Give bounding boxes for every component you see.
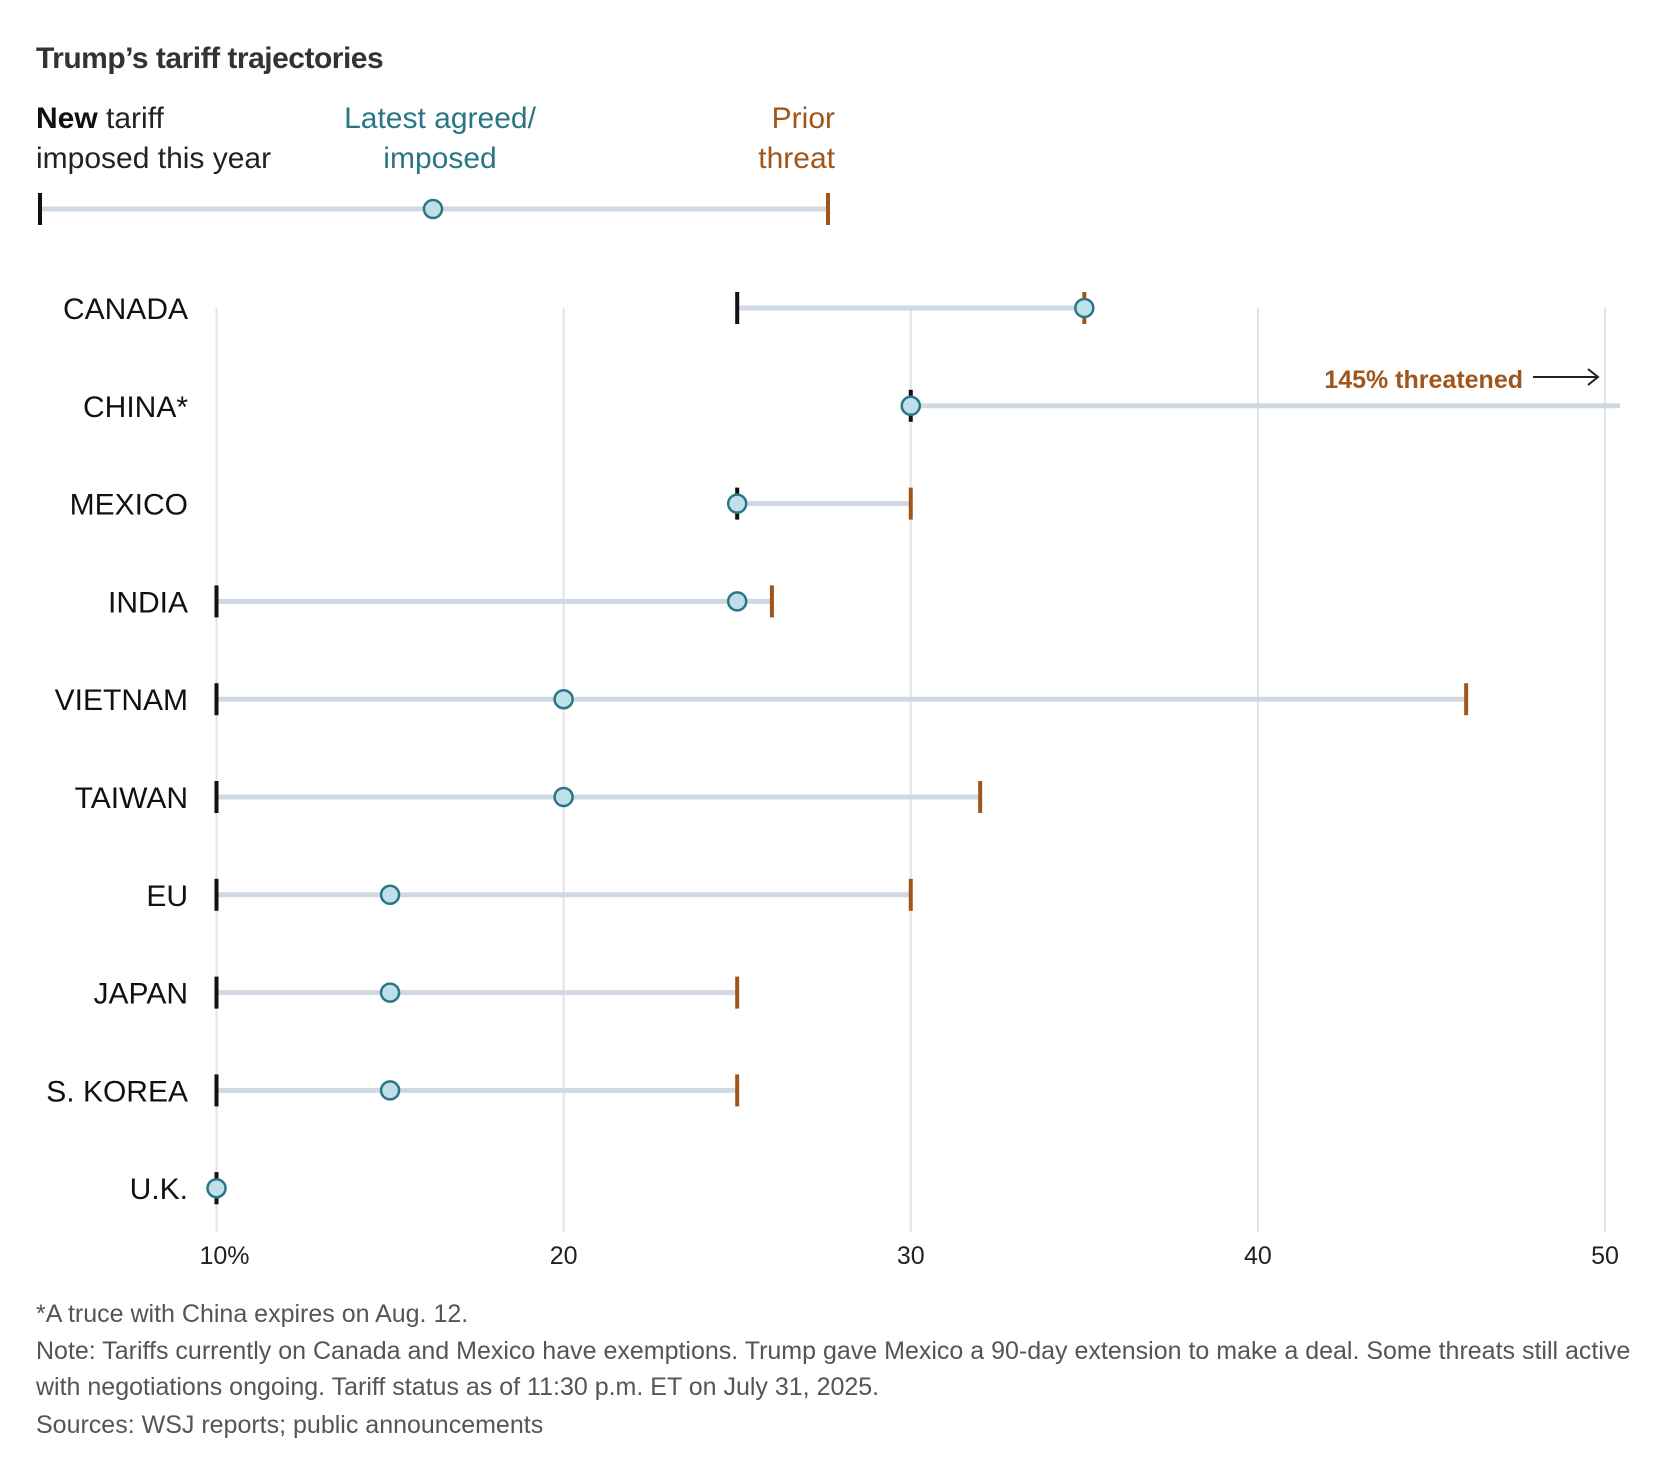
legend-latest-line2: imposed: [383, 142, 497, 175]
legend-new: New tariff imposed this year: [36, 99, 271, 179]
country-label: U.K.: [130, 1173, 188, 1206]
row-china: CHINA*: [83, 389, 1620, 424]
legend-new-rest: tariff: [97, 102, 164, 135]
legend-latest-line1: Latest agreed/: [344, 102, 536, 135]
x-tick-label: 40: [1244, 1242, 1272, 1270]
row-vietnam: VIETNAM: [55, 683, 1469, 717]
chart-title: Trump’s tariff trajectories: [36, 42, 384, 75]
row-uk: U.K.: [130, 1172, 227, 1206]
latest-tariff-dot: [726, 493, 748, 514]
legend-latest: Latest agreed/ imposed: [325, 99, 555, 179]
china-annotation: 145% threatened: [1324, 366, 1523, 394]
x-tick-label: 50: [1591, 1242, 1619, 1270]
latest-tariff-dot: [726, 591, 748, 612]
latest-tariff-dot: [553, 688, 574, 710]
arrow-icon: [1533, 368, 1600, 386]
latest-tariff-dot: [379, 982, 401, 1003]
footnote-sources: Sources: WSJ reports; public announcemen…: [36, 1411, 544, 1439]
row-skorea: S. KOREA: [46, 1074, 740, 1108]
row-india: INDIA: [108, 585, 774, 619]
country-label: CHINA*: [83, 391, 188, 424]
row-mexico: MEXICO: [70, 487, 913, 522]
footnote-china: *A truce with China expires on Aug. 12.: [36, 1300, 469, 1328]
country-label: TAIWAN: [75, 782, 188, 815]
row-eu: EU: [146, 878, 913, 913]
country-label: CANADA: [63, 293, 188, 326]
latest-tariff-dot: [553, 786, 574, 808]
country-label: INDIA: [108, 586, 188, 619]
country-label: MEXICO: [70, 489, 188, 522]
latest-tariff-dot: [900, 395, 921, 417]
latest-tariff-dot: [379, 884, 401, 906]
legend-new-line2: imposed this year: [36, 142, 272, 175]
country-label: JAPAN: [94, 978, 188, 1011]
latest-tariff-dot: [206, 1177, 227, 1199]
legend-prior-line1: Prior: [771, 102, 835, 135]
latest-tariff-dot: [379, 1080, 401, 1101]
row-japan: JAPAN: [94, 976, 740, 1011]
row-taiwan: TAIWAN: [75, 781, 983, 815]
x-tick-label: 20: [550, 1242, 578, 1270]
legend-latest-dot: [422, 198, 444, 220]
x-tick-label: 10%: [199, 1242, 249, 1270]
country-label: EU: [146, 880, 188, 913]
legend-prior-line2: threat: [758, 142, 835, 175]
row-canada: CANADA: [63, 292, 1095, 326]
country-label: S. KOREA: [46, 1075, 188, 1108]
legend-key: [38, 193, 830, 225]
footnote-note: Note: Tariffs currently on Canada and Me…: [36, 1337, 1631, 1401]
legend-prior: Prior threat: [640, 99, 835, 179]
legend-new-bold: New: [36, 102, 98, 135]
country-label: VIETNAM: [55, 684, 188, 717]
x-tick-label: 30: [897, 1242, 925, 1270]
latest-tariff-dot: [1074, 297, 1095, 319]
